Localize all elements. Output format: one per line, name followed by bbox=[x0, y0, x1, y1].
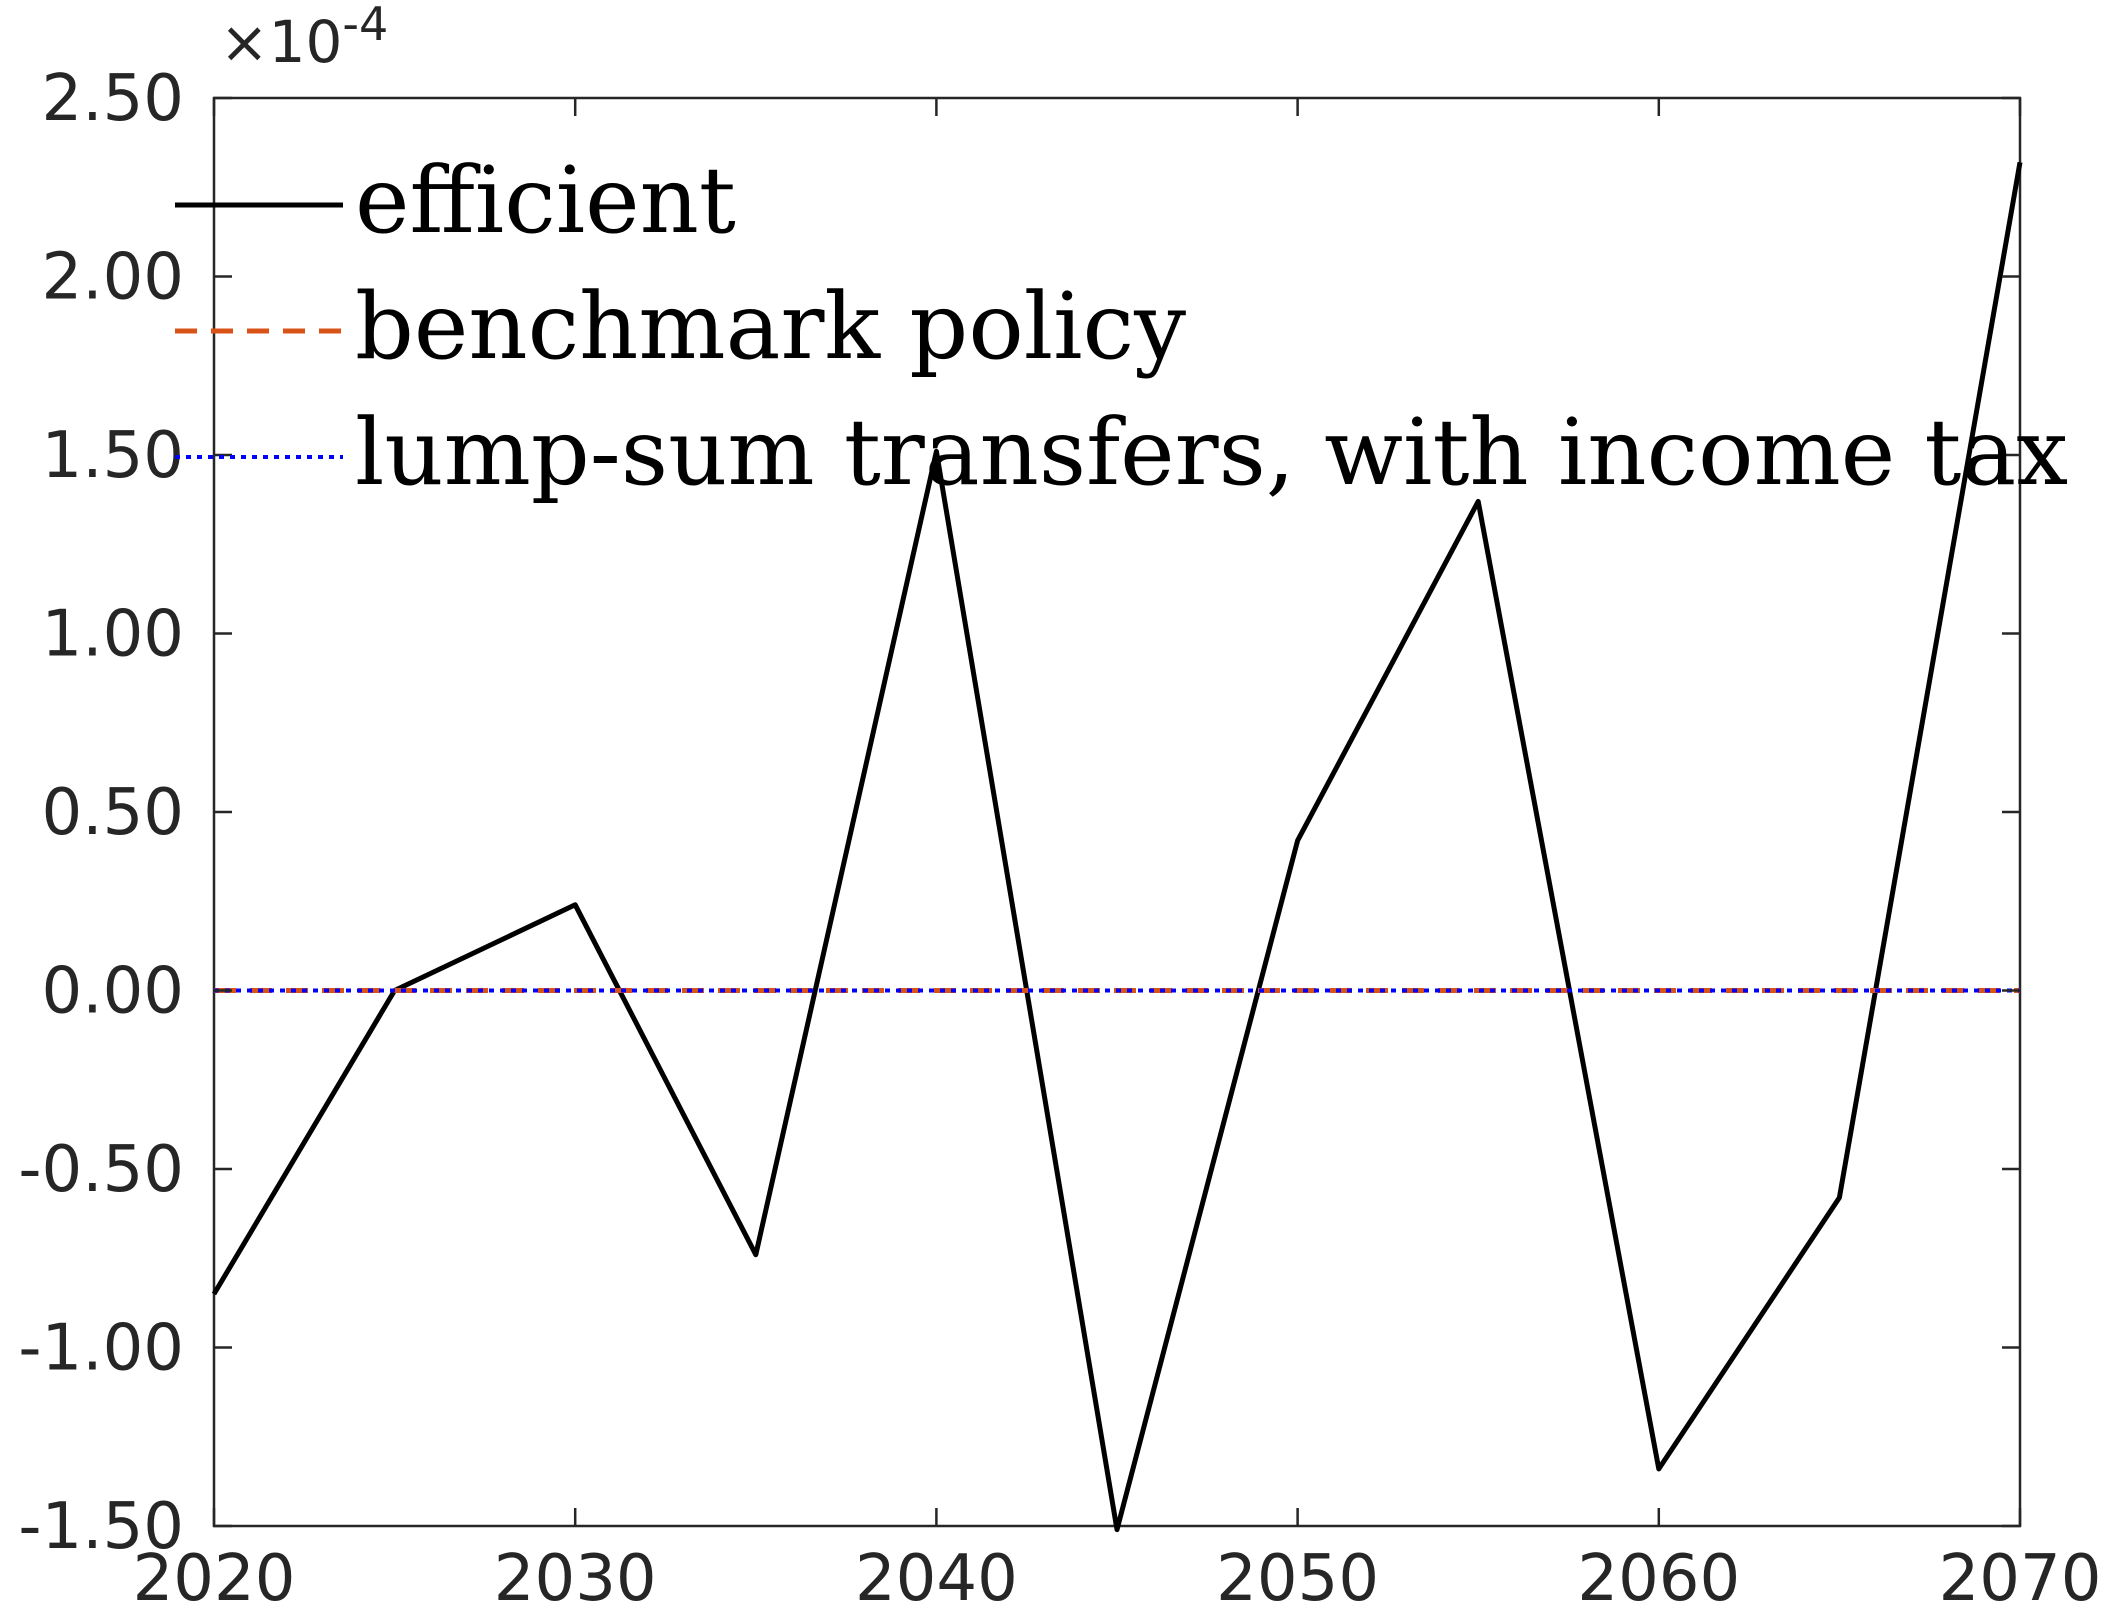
y-tick-label: -1.50 bbox=[18, 1490, 184, 1564]
y-tick-label: 0.50 bbox=[42, 776, 185, 850]
y-tick-label: -0.50 bbox=[18, 1133, 184, 1207]
legend: efficient benchmark policy lump-sum transf… bbox=[175, 147, 2068, 506]
x-tick-label: 2060 bbox=[1577, 1542, 1740, 1616]
x-tick-label: 2070 bbox=[1939, 1542, 2102, 1616]
series-line-efficient bbox=[211, 161, 2023, 1533]
y-tick-label: 1.00 bbox=[42, 598, 185, 672]
y-tick-label: 1.50 bbox=[42, 419, 185, 493]
legend-label: benchmark policy bbox=[355, 273, 1186, 380]
x-tick-label: 2020 bbox=[133, 1542, 296, 1616]
y-exponent-base: ×10 bbox=[220, 8, 342, 76]
y-tick-label: -1.00 bbox=[18, 1312, 184, 1386]
legend-label: lump-sum transfers, with income tax bbox=[355, 399, 2068, 506]
y-tick-label: 2.50 bbox=[42, 62, 185, 136]
y-exponent-label: ×10-4 bbox=[220, 0, 388, 76]
x-tick-label: 2040 bbox=[855, 1542, 1018, 1616]
y-exponent-power: -4 bbox=[342, 0, 388, 51]
axes-layer: 2020 2030 2040 2050 2060 2070 2.50 2.00 1.50 1.00… bbox=[18, 62, 2101, 1616]
y-tick-label: 0.00 bbox=[42, 955, 185, 1029]
legend-label: efficient bbox=[355, 147, 736, 254]
x-tick-label: 2050 bbox=[1216, 1542, 1379, 1616]
series-layer bbox=[211, 161, 2023, 1533]
y-tick-label: 2.00 bbox=[42, 241, 185, 315]
x-tick-label: 2030 bbox=[494, 1542, 657, 1616]
